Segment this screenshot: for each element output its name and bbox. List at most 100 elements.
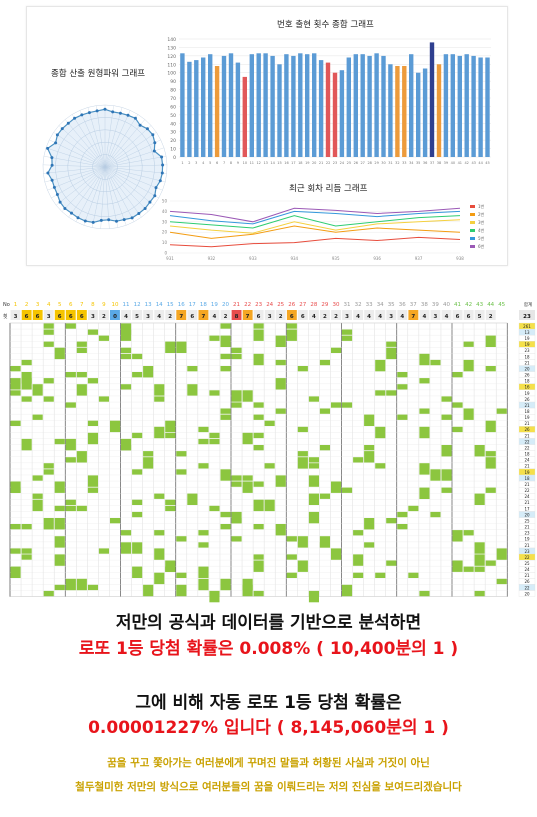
rhythm-x-tick: 937 (415, 256, 423, 261)
freq-y-tick: 140 (167, 37, 176, 43)
grid-hit-cell (430, 469, 441, 481)
grid-hit-cell (364, 518, 375, 530)
grid-sum-value: 21 (524, 482, 530, 487)
grid-count-value: 4 (422, 314, 426, 320)
grid-hit-cell (386, 560, 397, 566)
grid-count-value: 2 (323, 314, 327, 320)
freq-bar (180, 53, 185, 157)
radar-spoke (104, 114, 139, 168)
grid-hit-cell (32, 475, 43, 481)
grid-hit-cell (198, 463, 209, 469)
grid-sum-value: 18 (524, 452, 530, 457)
grid-hit-cell (452, 530, 463, 542)
grid-hit-cell (331, 347, 342, 353)
radar-point (153, 194, 157, 198)
grid-hit-cell (397, 511, 408, 518)
grid-count-value: 3 (268, 314, 272, 320)
grid-number-header: 14 (156, 302, 163, 308)
grid-hit-cell (452, 372, 463, 378)
freq-bar (464, 54, 469, 158)
freq-x-tick: 21 (319, 161, 323, 165)
grid-hit-cell (10, 420, 21, 426)
grid-count-value: 3 (389, 314, 393, 320)
grid-hit-cell (375, 426, 386, 439)
grid-count-label: 횟 (3, 313, 8, 320)
grid-hit-cell (342, 487, 353, 493)
grid-count-cell (397, 310, 408, 320)
grid-hit-cell (121, 353, 132, 360)
grid-hit-cell (54, 347, 65, 360)
grid-hit-cell (297, 457, 308, 469)
freq-bar (235, 62, 241, 157)
freq-y-tick: 100 (167, 71, 176, 77)
grid-hit-cell (65, 578, 76, 591)
radar-point (130, 216, 134, 220)
rhythm-series-line (169, 210, 461, 225)
radar-spoke (104, 166, 127, 226)
radar-point (158, 179, 162, 183)
grid-number-header: 7 (80, 302, 84, 308)
grid-number-header: 33 (366, 302, 373, 308)
grid-count-value: 7 (246, 314, 250, 320)
freq-x-tick: 30 (381, 161, 385, 165)
grid-hit-cell (319, 359, 330, 366)
grid-hit-cell (220, 414, 231, 420)
grid-hit-cell (121, 542, 132, 554)
freq-bar (478, 57, 483, 157)
grid-number-header: 36 (399, 302, 406, 308)
grid-hit-cell (441, 445, 452, 457)
grid-hit-cell (10, 524, 21, 530)
grid-hit-cell (154, 548, 165, 560)
grid-hit-cell (485, 420, 496, 433)
grid-hit-cell (132, 353, 143, 360)
grid-hit-cell (21, 378, 32, 390)
freq-bar (291, 55, 296, 157)
grid-sum-value: 21 (524, 525, 530, 530)
radar-spoke (104, 107, 123, 168)
grid-hit-cell (43, 469, 54, 475)
grid-hit-cell (242, 475, 253, 481)
freq-x-tick: 41 (458, 161, 462, 165)
freq-x-tick: 2 (188, 161, 190, 165)
radar-point (50, 163, 54, 167)
grid-hit-cell (331, 481, 342, 493)
rhythm-x-tick: 933 (249, 256, 257, 261)
freq-bar (305, 54, 310, 158)
grid-hit-cell (286, 323, 297, 329)
grid-sum-value: 23 (524, 549, 530, 554)
grid-hit-cell (485, 487, 496, 493)
radar-ring (67, 129, 143, 205)
grid-hit-cell (375, 572, 386, 578)
grid-hit-cell (275, 359, 286, 366)
grid-sum-value: 18 (524, 379, 530, 384)
radar-spoke (104, 166, 163, 191)
grid-head-label: No (3, 302, 10, 308)
grid-hit-cell (32, 384, 43, 396)
freq-x-tick: 44 (478, 161, 483, 165)
grid-number-header: 40 (443, 302, 450, 308)
grid-hit-cell (76, 341, 87, 347)
grid-hit-cell (43, 590, 54, 597)
grid-count-cell (286, 310, 297, 320)
radar-spoke (83, 166, 106, 226)
grid-hit-cell (397, 414, 408, 420)
grid-sum-value: 24 (524, 458, 530, 463)
grid-count-value: 3 (433, 314, 437, 320)
freq-x-tick: 36 (423, 161, 427, 165)
grid-hit-cell (121, 347, 132, 353)
freq-x-tick: 4 (202, 161, 205, 165)
grid-hit-cell (54, 536, 65, 548)
freq-y-tick: 30 (170, 130, 176, 136)
grid-sum-value: 16 (524, 385, 530, 390)
grid-number-header: 4 (47, 302, 51, 308)
radar-point (54, 141, 58, 145)
freq-x-tick: 35 (416, 161, 420, 165)
radar-series (46, 108, 164, 224)
grid-hit-cell (220, 353, 231, 360)
grid-hit-cell (485, 335, 496, 347)
freq-bar (339, 70, 345, 157)
grid-hit-cell (308, 493, 319, 505)
grid-hit-cell (231, 511, 242, 524)
grid-count-value: 8 (235, 314, 239, 320)
grid-count-cell (364, 310, 375, 320)
